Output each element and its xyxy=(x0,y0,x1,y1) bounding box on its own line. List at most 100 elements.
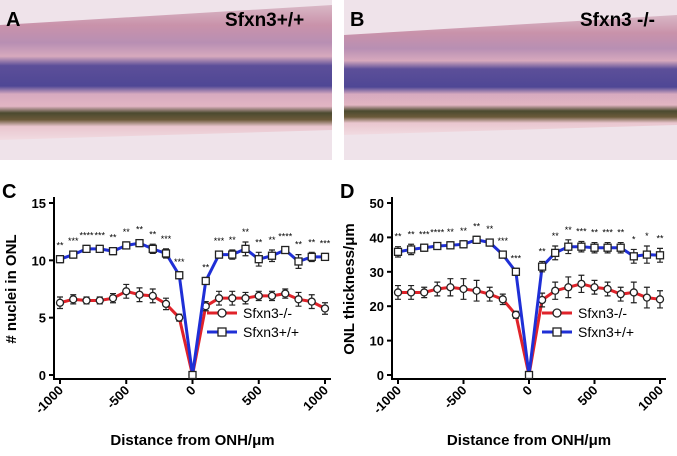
significance-label: ** xyxy=(539,246,547,256)
significance-label: ** xyxy=(229,235,237,245)
chart: 0 5 10 15 -1000 -500 0 500 1000 Distance from ONH… xyxy=(2,181,331,449)
significance-label: ** xyxy=(136,225,144,235)
data-point xyxy=(511,267,521,276)
data-point xyxy=(175,313,184,322)
significance-label: *** xyxy=(214,236,225,246)
data-point xyxy=(459,240,468,249)
data-point xyxy=(590,283,599,292)
data-point xyxy=(551,248,560,258)
x-tick-label: 500 xyxy=(575,383,601,409)
panel-label: D xyxy=(340,181,354,203)
data-point xyxy=(135,290,144,299)
panel-label: B xyxy=(350,9,364,31)
significance-label: *** xyxy=(174,257,185,267)
y-tick-label: 15 xyxy=(32,196,46,211)
x-tick-label: -500 xyxy=(103,383,132,412)
data-point xyxy=(55,298,65,307)
data-point xyxy=(472,286,481,295)
panel-b: B Sfxn3 -/- xyxy=(344,0,677,160)
data-point xyxy=(642,293,652,302)
data-point xyxy=(564,242,573,251)
y-tick-label: 0 xyxy=(39,368,46,383)
significance-label: ** xyxy=(552,231,560,241)
data-point xyxy=(281,289,290,298)
legend-label: Sfxn3-/- xyxy=(578,305,627,321)
data-point xyxy=(122,241,131,250)
data-point xyxy=(551,286,560,295)
data-point xyxy=(108,247,118,256)
x-tick-label: 0 xyxy=(183,383,199,399)
significance-label: * xyxy=(632,234,636,244)
significance-label: ** xyxy=(447,227,455,237)
data-point xyxy=(201,276,210,286)
data-point xyxy=(95,244,104,254)
data-point xyxy=(69,250,78,259)
significance-label: * xyxy=(645,231,649,241)
significance-label: ** xyxy=(268,235,276,245)
y-tick-label: 5 xyxy=(39,311,46,326)
panel-label: A xyxy=(6,9,20,31)
data-point xyxy=(603,284,612,294)
significance-label: *** xyxy=(511,253,522,263)
x-axis-label: Distance from ONH/μm xyxy=(110,432,274,449)
x-tick-label: 0 xyxy=(519,383,535,399)
legend-marker xyxy=(217,308,227,318)
y-tick-label: 10 xyxy=(370,334,384,349)
y-tick-label: 10 xyxy=(32,253,46,268)
y-tick-label: 50 xyxy=(370,196,384,211)
x-tick-label: 1000 xyxy=(635,383,666,414)
significance-label: ** xyxy=(565,225,573,235)
data-point xyxy=(320,252,330,262)
significance-label: ** xyxy=(473,221,481,231)
x-tick-label: -500 xyxy=(441,383,470,412)
legend-marker xyxy=(552,308,562,318)
data-point xyxy=(446,283,455,292)
significance-label: ** xyxy=(408,229,416,239)
data-point xyxy=(161,299,171,309)
data-point xyxy=(267,291,277,301)
significance-label: *** xyxy=(320,238,331,248)
significance-label: ** xyxy=(255,237,263,247)
data-point xyxy=(307,252,316,262)
data-point xyxy=(254,255,263,264)
significance-label: ** xyxy=(308,237,316,247)
data-point xyxy=(590,243,599,252)
data-point xyxy=(281,245,290,255)
data-point xyxy=(511,310,521,319)
data-point xyxy=(433,241,442,251)
significance-label: *** xyxy=(419,229,430,239)
significance-label: ** xyxy=(591,228,599,238)
y-tick-label: 40 xyxy=(370,230,384,245)
data-point xyxy=(175,271,184,280)
data-point xyxy=(485,238,494,247)
data-point xyxy=(616,243,625,252)
significance-label: ** xyxy=(202,263,210,273)
data-point xyxy=(55,255,65,264)
data-point xyxy=(393,288,403,297)
legend-label: Sfxn3-/- xyxy=(243,305,292,321)
data-point xyxy=(148,291,157,301)
significance-label: ** xyxy=(617,228,625,238)
significance-label: ** xyxy=(394,232,402,242)
data-point xyxy=(498,295,507,304)
significance-label: ** xyxy=(460,226,468,236)
legend-label: Sfxn3+/+ xyxy=(243,324,299,340)
significance-label: ** xyxy=(149,229,157,239)
data-point xyxy=(655,251,665,260)
legend-label: Sfxn3+/+ xyxy=(578,324,634,340)
axes xyxy=(53,197,331,380)
x-axis-label: Distance from ONH/μm xyxy=(447,432,611,449)
data-point xyxy=(214,250,224,259)
significance-label: **** xyxy=(430,228,445,238)
data-point xyxy=(307,297,316,306)
significance-label: *** xyxy=(161,234,172,244)
y-tick-label: 20 xyxy=(370,299,384,314)
panel-a: A Sfxn3+/+ xyxy=(0,0,332,160)
data-point xyxy=(393,247,403,256)
histology-image xyxy=(344,15,677,135)
y-tick-label: 30 xyxy=(370,265,384,280)
legend-marker xyxy=(552,327,562,337)
data-point xyxy=(82,244,91,254)
data-point xyxy=(420,243,429,252)
